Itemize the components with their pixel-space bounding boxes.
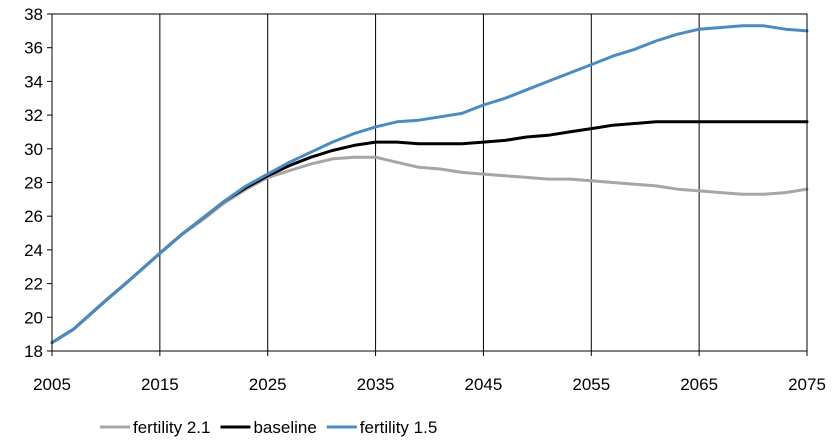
y-tick-label-38: 38 (24, 5, 43, 24)
vertical-gridlines (159, 14, 700, 351)
y-tick-label-32: 32 (24, 106, 43, 125)
y-tick-label-36: 36 (24, 39, 43, 58)
x-tick-label-2015: 2015 (141, 375, 179, 394)
legend-label-1: fertility 2.1 (133, 418, 210, 437)
y-tick-label-20: 20 (24, 308, 43, 327)
y-tick-label-22: 22 (24, 275, 43, 294)
x-tick-label-2045: 2045 (465, 375, 503, 394)
series-lines (50, 24, 809, 345)
y-tick-label-18: 18 (24, 342, 43, 361)
y-tick-label-24: 24 (24, 241, 43, 260)
x-tick-label-2065: 2065 (680, 375, 718, 394)
series-line-2 (50, 120, 809, 345)
x-tick-label-2025: 2025 (249, 375, 287, 394)
legend-label-2: baseline (253, 418, 316, 437)
plot-area (51, 13, 808, 352)
y-tick-label-34: 34 (24, 72, 43, 91)
y-tick-label-30: 30 (24, 140, 43, 159)
legend: fertility 2.1 baseline fertility 1.5 (100, 418, 437, 437)
series-line-3 (50, 24, 809, 345)
x-tick-label-2035: 2035 (357, 375, 395, 394)
x-tick-label-2005: 2005 (33, 375, 71, 394)
y-tick-label-26: 26 (24, 207, 43, 226)
x-axis-ticks: 2005 2015 2025 2035 2045 2055 2065 2075 (33, 351, 826, 394)
y-axis-ticks: 18 20 22 24 26 28 30 32 34 36 38 (24, 5, 52, 361)
x-tick-label-2075: 2075 (788, 375, 826, 394)
y-tick-label-28: 28 (24, 174, 43, 193)
x-tick-label-2055: 2055 (572, 375, 610, 394)
legend-label-3: fertility 1.5 (360, 418, 437, 437)
